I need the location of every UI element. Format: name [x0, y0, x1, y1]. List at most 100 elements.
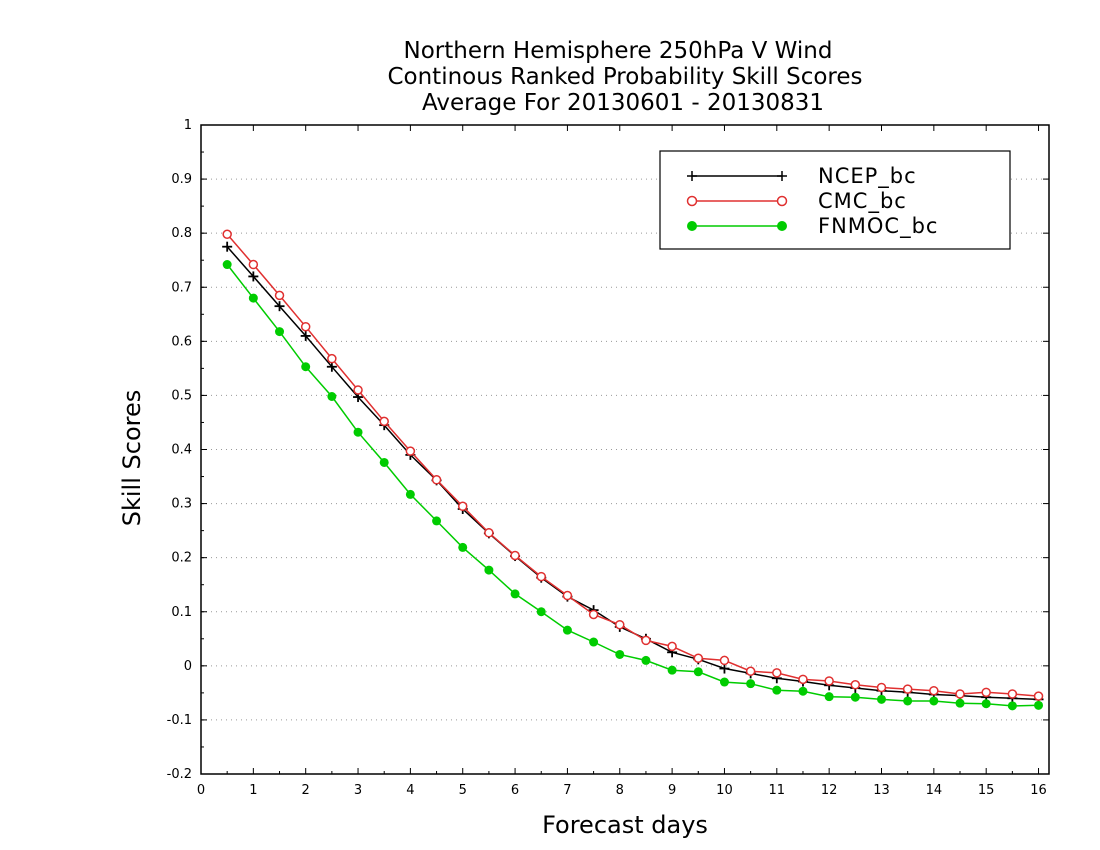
- data-point: [432, 516, 442, 526]
- data-point: [458, 542, 468, 552]
- y-tick-label: 0.3: [171, 497, 192, 512]
- y-tick-label: -0.2: [167, 767, 192, 782]
- series-lines: [222, 229, 1044, 711]
- data-point: [772, 668, 782, 678]
- data-point: [536, 571, 546, 582]
- x-tick-label: 9: [668, 783, 676, 798]
- data-point: [746, 679, 756, 689]
- y-tick-label: 0.8: [171, 226, 192, 241]
- y-tick-label: 0.9: [171, 172, 192, 187]
- legend-marker-ncep: [687, 171, 787, 181]
- series-line: [226, 246, 1039, 701]
- data-point: [1033, 691, 1044, 701]
- chart-title-line-1: Northern Hemisphere 250hPa V Wind: [404, 38, 833, 64]
- data-point: [589, 637, 599, 647]
- data-point: [222, 241, 233, 252]
- data-point: [719, 663, 730, 674]
- x-tick-label: 5: [459, 783, 467, 798]
- data-point: [222, 229, 232, 239]
- data-point: [981, 699, 991, 709]
- x-axis-label: Forecast days: [542, 811, 708, 839]
- data-point: [981, 687, 991, 698]
- data-point: [484, 528, 494, 538]
- data-point: [719, 655, 730, 666]
- data-point: [510, 550, 520, 561]
- x-tick-label: 8: [616, 783, 624, 798]
- chart-title-line-3: Average For 20130601 - 20130831: [422, 90, 824, 116]
- data-point: [693, 667, 703, 677]
- data-point: [457, 501, 468, 512]
- x-tick-label: 15: [978, 783, 995, 798]
- data-point: [510, 589, 520, 599]
- legend-label-ncep: NCEP_bc: [818, 164, 917, 189]
- data-point: [1034, 700, 1044, 710]
- y-tick-label: 0.6: [171, 334, 192, 349]
- data-point: [876, 694, 886, 704]
- y-axis-label: Skill Scores: [118, 390, 146, 527]
- data-point: [693, 653, 704, 664]
- x-tick-label: 3: [354, 783, 362, 798]
- x-tick-label: 7: [563, 783, 571, 798]
- x-tick-label: 0: [197, 783, 205, 798]
- y-tick-label: 0: [184, 659, 192, 674]
- data-point: [562, 625, 572, 635]
- data-point: [667, 665, 677, 675]
- data-point: [902, 684, 913, 694]
- data-point: [405, 446, 416, 456]
- data-point: [248, 271, 259, 282]
- data-point: [850, 692, 860, 702]
- data-point: [274, 301, 285, 312]
- legend-marker-cmc: [686, 195, 788, 207]
- data-point: [850, 680, 861, 690]
- data-point: [405, 489, 415, 499]
- grid: [201, 178, 1049, 721]
- axis-ticks: -0.2-0.100.10.20.30.40.50.60.70.80.910 1 2…: [167, 118, 1049, 798]
- data-point: [248, 293, 258, 303]
- data-point: [667, 641, 677, 652]
- data-point: [772, 685, 782, 695]
- series-fnmoc-bc: [222, 260, 1044, 711]
- data-point: [798, 686, 808, 696]
- data-point: [929, 685, 939, 696]
- data-point: [588, 609, 599, 620]
- data-point: [300, 330, 311, 341]
- x-tick-label: 4: [406, 783, 414, 798]
- y-tick-label: 1: [184, 118, 192, 133]
- data-point: [719, 677, 729, 687]
- x-tick-label: 11: [769, 783, 786, 798]
- x-tick-label: 1: [249, 783, 257, 798]
- legend-label-cmc: CMC_bc: [818, 189, 907, 214]
- y-tick-label: 0.4: [171, 443, 192, 458]
- chart-title-line-2: Continous Ranked Probability Skill Score…: [387, 64, 862, 90]
- data-point: [274, 290, 285, 301]
- data-point: [326, 361, 337, 372]
- data-point: [484, 565, 494, 575]
- data-point: [300, 321, 311, 332]
- y-tick-label: 0.1: [171, 605, 192, 620]
- data-point: [955, 689, 965, 699]
- x-tick-label: 6: [511, 783, 519, 798]
- data-point: [824, 692, 834, 702]
- legend-label-fnmoc: FNMOC_bc: [818, 214, 938, 239]
- legend-marker-fnmoc: [687, 221, 787, 231]
- x-tick-label: 14: [926, 783, 943, 798]
- data-point: [929, 696, 939, 706]
- y-tick-label: -0.1: [167, 713, 192, 728]
- x-tick-label: 16: [1030, 783, 1047, 798]
- data-point: [353, 427, 363, 437]
- data-point: [824, 676, 834, 686]
- data-point: [1007, 689, 1018, 699]
- data-point: [327, 391, 337, 401]
- data-point: [1007, 701, 1017, 711]
- legend-box: [659, 150, 1011, 250]
- data-point: [431, 475, 442, 485]
- series-ncep-bc: [222, 241, 1044, 705]
- series-cmc-bc: [222, 229, 1044, 701]
- data-point: [798, 674, 808, 685]
- x-tick-label: 12: [821, 783, 838, 798]
- data-point: [615, 619, 625, 630]
- y-tick-label: 0.5: [171, 388, 192, 403]
- data-point: [301, 362, 311, 372]
- data-point: [876, 682, 887, 693]
